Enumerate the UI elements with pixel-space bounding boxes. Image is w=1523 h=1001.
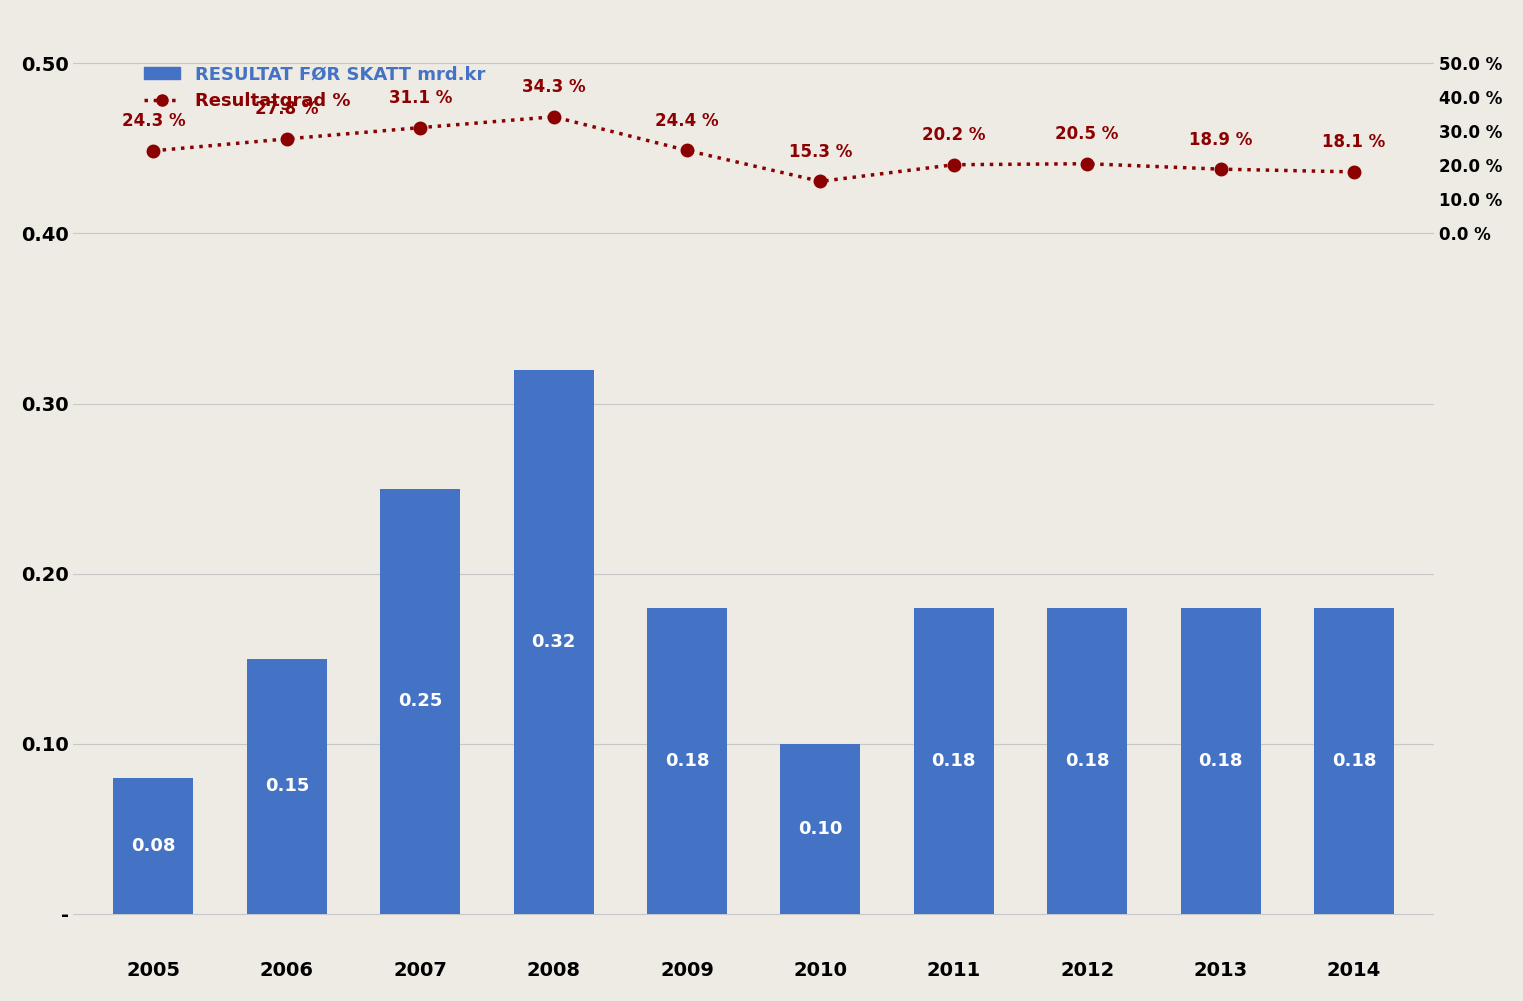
Text: 0.25: 0.25: [398, 692, 442, 710]
Bar: [780, 744, 860, 914]
Text: 18.1 %: 18.1 %: [1322, 133, 1386, 151]
Text: 0.18: 0.18: [1065, 752, 1109, 770]
Text: 0.32: 0.32: [532, 633, 576, 651]
Bar: [1048, 608, 1127, 914]
Text: 0.18: 0.18: [664, 752, 710, 770]
Text: 0.18: 0.18: [1199, 752, 1243, 770]
Text: 20.5 %: 20.5 %: [1055, 125, 1119, 143]
Text: 0.08: 0.08: [131, 837, 175, 855]
Text: 34.3 %: 34.3 %: [522, 78, 585, 96]
Text: 0.15: 0.15: [265, 777, 309, 795]
Text: 18.9 %: 18.9 %: [1189, 131, 1252, 149]
Text: 0.18: 0.18: [1331, 752, 1377, 770]
Legend: RESULTAT FØR SKATT mrd.kr, Resultatgrad %: RESULTAT FØR SKATT mrd.kr, Resultatgrad …: [137, 58, 492, 117]
Text: 27.8 %: 27.8 %: [256, 100, 318, 118]
Text: 0.10: 0.10: [798, 820, 842, 838]
Bar: [247, 659, 327, 914]
Text: 15.3 %: 15.3 %: [789, 143, 851, 161]
Bar: [1180, 608, 1261, 914]
Bar: [647, 608, 726, 914]
Bar: [113, 778, 193, 914]
Text: 0.18: 0.18: [932, 752, 976, 770]
Text: 31.1 %: 31.1 %: [388, 89, 452, 107]
Text: 24.3 %: 24.3 %: [122, 112, 186, 130]
Bar: [513, 369, 594, 914]
Text: 20.2 %: 20.2 %: [921, 126, 985, 144]
Bar: [1314, 608, 1394, 914]
Bar: [914, 608, 995, 914]
Text: 24.4 %: 24.4 %: [655, 112, 719, 130]
Bar: [381, 488, 460, 914]
